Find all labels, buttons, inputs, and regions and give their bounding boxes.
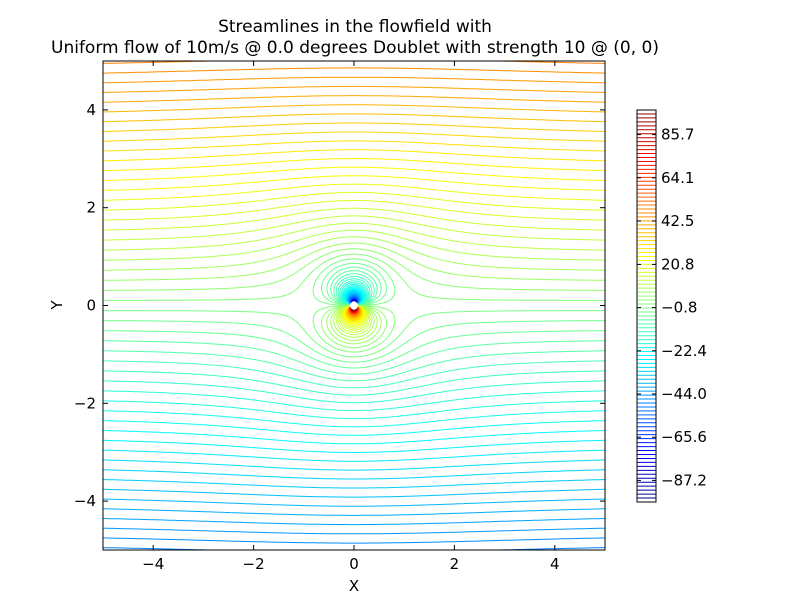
x-tick-label: −2 — [243, 555, 265, 573]
streamline-level-28 — [103, 294, 605, 526]
streamline-level-43 — [103, 278, 605, 396]
streamline-level-51 — [103, 248, 605, 349]
x-axis-ticks: −4 −2 0 2 4 — [142, 61, 560, 573]
streamline-level-64 — [103, 149, 605, 322]
colorbar-tick-label: 64.1 — [661, 169, 694, 187]
x-tick-label: 4 — [550, 555, 560, 573]
streamline-level-55 — [103, 222, 605, 336]
streamline-level-42 — [103, 280, 605, 404]
streamline-level-67 — [103, 122, 605, 320]
colorbar-tick-label: −87.2 — [661, 471, 707, 489]
y-tick-label: 0 — [86, 297, 96, 315]
streamline-level-68 — [103, 113, 605, 319]
y-axis-label: Y — [48, 300, 66, 311]
y-tick-label: 4 — [86, 101, 96, 119]
y-tick-label: −2 — [74, 394, 96, 412]
streamline-level-32 — [103, 291, 605, 489]
streamline-level-36 — [103, 288, 605, 453]
chart-title-line-2: Uniform flow of 10m/s @ 0.0 degrees Doub… — [51, 38, 659, 58]
colorbar-tick-label: 20.8 — [661, 255, 694, 273]
streamline-level-54 — [103, 229, 605, 338]
streamline-level-27 — [103, 294, 605, 535]
colorbar-frame — [636, 109, 657, 503]
streamline-level-45 — [103, 273, 605, 382]
streamline-level-34 — [103, 290, 605, 471]
colorbar-ticks: 85.7 64.1 42.5 20.8 −0.8 −22.4 −44.0 −65.6 −87.2 — [637, 126, 707, 489]
streamline-level-56 — [103, 215, 605, 333]
colorbar-tick-label: −44.0 — [661, 385, 707, 403]
y-axis-ticks: −4 −2 0 2 4 — [74, 101, 605, 510]
streamline-level-31 — [103, 292, 605, 498]
streamline-level-29 — [103, 293, 605, 516]
streamline-level-63 — [103, 158, 605, 323]
streamline-level-71 — [103, 85, 605, 317]
colorbar-tick-label: −65.6 — [661, 428, 707, 446]
doublet-marker — [350, 301, 358, 310]
streamline-level-33 — [103, 291, 605, 480]
colorbar-tick-label: −22.4 — [661, 342, 707, 360]
chart-title-line-1: Streamlines in the flowfield with — [218, 17, 492, 37]
streamline-level-30 — [103, 293, 605, 507]
y-tick-label: 2 — [86, 199, 96, 217]
streamline-level-72 — [103, 76, 605, 317]
streamline-level-48 — [103, 262, 605, 363]
colorbar-tick-label: 85.7 — [661, 126, 694, 144]
x-tick-label: 2 — [450, 555, 460, 573]
x-axis-label: X — [349, 577, 359, 595]
streamline-level-50 — [103, 253, 605, 353]
streamline-level-65 — [103, 140, 605, 321]
streamline-level-26 — [103, 294, 605, 544]
streamline-level-49 — [103, 258, 605, 358]
streamline-level-44 — [103, 275, 605, 389]
streamline-contours — [103, 61, 605, 550]
colorbar — [637, 109, 656, 503]
streamline-level-69 — [103, 104, 605, 318]
y-tick-label: −4 — [74, 492, 96, 510]
streamline-level-57 — [103, 207, 605, 331]
x-tick-label: −4 — [142, 555, 164, 573]
streamline-level-66 — [103, 131, 605, 320]
colorbar-tick-label: −0.8 — [661, 299, 697, 317]
x-tick-label: 0 — [349, 555, 359, 573]
colorbar-tick-label: 42.5 — [661, 212, 694, 230]
